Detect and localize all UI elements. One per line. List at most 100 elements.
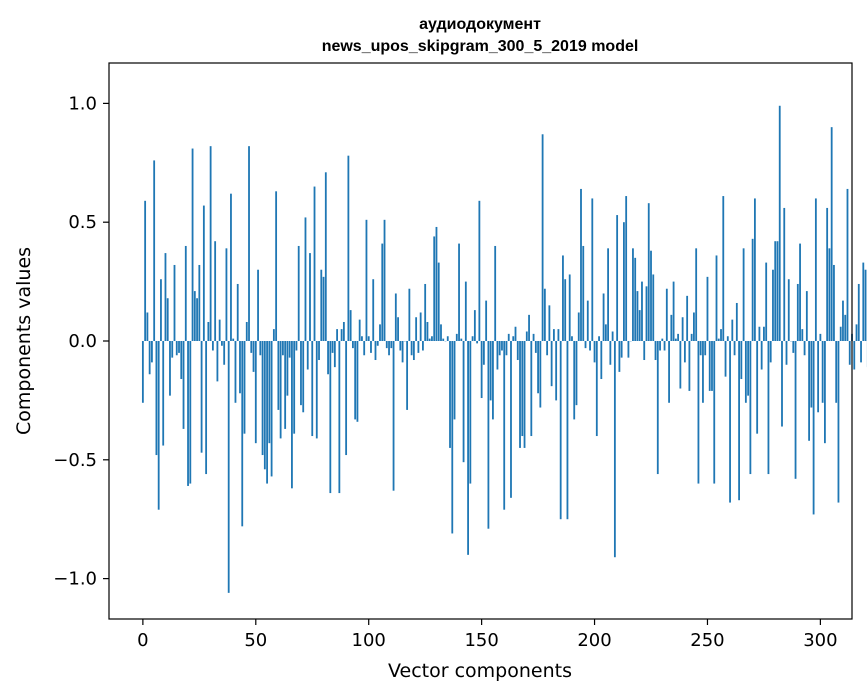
bar-110 xyxy=(390,341,393,349)
bar-42 xyxy=(236,283,239,341)
bar-58 xyxy=(272,329,275,341)
bar-100 xyxy=(367,336,370,341)
bar-12 xyxy=(169,341,171,396)
bar-267 xyxy=(744,341,747,403)
bar-175 xyxy=(537,341,539,394)
bar-86 xyxy=(336,329,338,341)
bar-102 xyxy=(372,279,375,341)
bar-0 xyxy=(141,341,144,403)
bar-66 xyxy=(291,341,293,489)
bar-11 xyxy=(166,298,169,341)
bar-30 xyxy=(209,146,212,341)
bar-27 xyxy=(202,205,205,341)
bar-249 xyxy=(704,341,707,356)
bar-37 xyxy=(225,248,228,341)
bar-263 xyxy=(735,302,738,341)
bar-28 xyxy=(205,341,208,475)
bar-177 xyxy=(541,134,544,341)
bar-133 xyxy=(442,338,445,341)
bar-136 xyxy=(449,341,451,448)
bar-128 xyxy=(431,336,433,341)
bar-16 xyxy=(178,341,180,353)
chart-title-line-1: аудиодокумент xyxy=(419,16,541,33)
bar-34 xyxy=(218,319,221,341)
bar-152 xyxy=(485,300,488,341)
bar-90 xyxy=(345,341,348,456)
bar-113 xyxy=(397,317,399,341)
bar-309 xyxy=(839,326,842,341)
bar-82 xyxy=(327,341,329,375)
bar-70 xyxy=(300,341,302,406)
bar-189 xyxy=(568,274,571,341)
bar-172 xyxy=(530,341,533,437)
bar-36 xyxy=(223,341,226,365)
bar-300 xyxy=(819,333,822,341)
bar-229 xyxy=(659,341,661,351)
bar-3 xyxy=(148,341,151,375)
bar-124 xyxy=(422,341,424,351)
bar-253 xyxy=(713,341,716,484)
bar-18 xyxy=(182,341,185,429)
bar-60 xyxy=(277,341,280,410)
bar-131 xyxy=(437,262,440,341)
bar-224 xyxy=(647,203,650,341)
bar-268 xyxy=(747,341,750,396)
y-tick-label-2: 0.0 xyxy=(68,331,97,352)
bar-212 xyxy=(620,341,623,358)
bar-103 xyxy=(374,341,377,361)
bar-264 xyxy=(738,341,740,501)
bar-89 xyxy=(342,321,345,341)
y-tick-label-4: −1.0 xyxy=(53,569,97,590)
bar-210 xyxy=(616,215,619,341)
bar-97 xyxy=(361,336,363,341)
bar-167 xyxy=(519,341,521,448)
bar-288 xyxy=(792,341,795,353)
bar-98 xyxy=(363,341,366,356)
bar-31 xyxy=(211,341,214,351)
bar-275 xyxy=(763,326,765,341)
bar-241 xyxy=(686,295,689,341)
x-tick-label-100: 100 xyxy=(352,630,386,651)
bar-10 xyxy=(164,253,167,341)
bar-292 xyxy=(801,329,804,341)
bar-274 xyxy=(760,341,763,370)
bar-299 xyxy=(817,341,820,413)
bar-63 xyxy=(284,341,287,429)
bar-85 xyxy=(333,341,336,368)
bar-7 xyxy=(157,341,160,510)
bar-145 xyxy=(469,341,472,484)
bar-33 xyxy=(216,341,219,382)
bar-203 xyxy=(600,341,603,380)
bar-40 xyxy=(232,338,235,341)
bar-286 xyxy=(787,279,790,341)
bar-1 xyxy=(144,200,147,341)
bar-164 xyxy=(512,336,515,341)
bar-277 xyxy=(767,341,770,475)
bar-48 xyxy=(250,341,253,353)
bar-304 xyxy=(828,248,831,341)
bar-106 xyxy=(381,243,384,341)
bar-192 xyxy=(575,341,578,406)
bar-21 xyxy=(189,341,192,484)
bar-155 xyxy=(492,341,494,420)
bar-193 xyxy=(577,312,580,341)
bar-119 xyxy=(410,341,413,356)
bar-227 xyxy=(654,341,657,361)
bar-23 xyxy=(193,291,196,341)
bar-157 xyxy=(496,341,499,370)
bar-254 xyxy=(715,255,718,341)
bar-93 xyxy=(352,341,354,349)
bar-182 xyxy=(552,329,555,341)
bar-255 xyxy=(717,338,720,341)
bar-135 xyxy=(446,336,449,341)
bar-290 xyxy=(796,283,799,341)
bar-105 xyxy=(379,324,381,341)
bar-313 xyxy=(848,341,851,365)
bar-96 xyxy=(358,319,361,341)
bar-181 xyxy=(550,341,553,387)
bar-59 xyxy=(275,191,278,341)
bar-180 xyxy=(548,305,551,341)
bar-99 xyxy=(365,219,368,341)
bar-178 xyxy=(543,288,546,341)
